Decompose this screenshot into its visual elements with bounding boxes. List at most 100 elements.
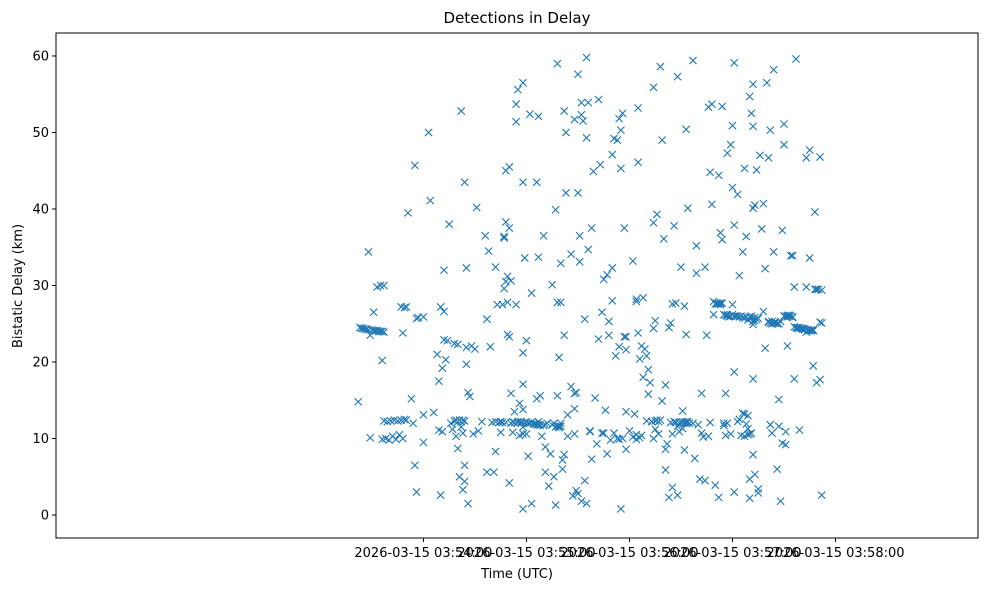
data-point — [369, 308, 378, 317]
data-point — [438, 427, 447, 436]
data-point — [572, 388, 581, 397]
data-point — [482, 315, 491, 324]
data-point — [489, 468, 498, 477]
data-point — [774, 422, 783, 431]
data-point — [507, 276, 515, 285]
data-point — [661, 380, 670, 389]
data-point — [400, 415, 409, 424]
data-point — [666, 319, 675, 327]
data-point — [733, 190, 742, 199]
data-point — [536, 391, 545, 400]
data-point — [587, 455, 596, 464]
data-point — [670, 417, 679, 426]
x-tick-label: 2026-03-15 03:54:00 — [354, 546, 492, 561]
data-point — [604, 331, 613, 340]
data-point — [501, 218, 510, 226]
data-point — [440, 266, 449, 275]
data-point — [460, 461, 469, 470]
data-point — [695, 475, 704, 484]
data-point — [500, 232, 509, 241]
data-point — [537, 432, 546, 441]
data-point — [534, 112, 543, 121]
data-point — [718, 102, 727, 111]
y-tick-label: 60 — [32, 49, 49, 64]
data-point — [616, 164, 625, 173]
data-point — [366, 433, 375, 442]
data-point — [570, 404, 579, 413]
data-point — [519, 78, 527, 87]
data-point — [522, 429, 531, 438]
y-tick-label: 10 — [32, 432, 49, 447]
data-point — [580, 315, 589, 324]
data-point — [735, 271, 744, 280]
data-point — [764, 153, 773, 162]
data-point — [759, 307, 768, 316]
data-point — [750, 201, 759, 210]
data-point — [757, 224, 766, 233]
data-point — [519, 429, 527, 438]
data-point — [816, 152, 825, 161]
data-point — [507, 389, 515, 398]
plot-area — [55, 32, 979, 539]
data-point — [616, 504, 625, 513]
data-point — [519, 178, 527, 187]
data-point — [587, 224, 596, 233]
data-point — [707, 100, 716, 109]
data-point — [398, 434, 407, 443]
data-point — [688, 419, 697, 428]
data-point — [441, 355, 450, 364]
data-point — [434, 377, 443, 386]
data-point — [573, 489, 582, 498]
data-point — [469, 429, 478, 438]
data-point — [491, 447, 500, 456]
data-point — [816, 375, 825, 384]
data-point — [491, 263, 500, 272]
data-point — [376, 281, 385, 290]
data-point — [462, 263, 471, 272]
data-point — [429, 408, 438, 417]
data-point — [673, 491, 682, 500]
data-point — [788, 313, 797, 322]
data-point — [599, 429, 608, 438]
data-point — [664, 323, 673, 332]
data-point — [743, 424, 752, 433]
data-point — [656, 416, 665, 425]
data-point — [622, 407, 631, 416]
data-point — [378, 327, 387, 336]
data-point — [364, 247, 373, 256]
data-series — [354, 53, 826, 513]
data-point — [460, 477, 469, 486]
data-point — [548, 280, 557, 289]
data-point — [481, 231, 490, 240]
data-point — [750, 470, 759, 479]
data-point — [591, 393, 600, 402]
data-point — [592, 439, 601, 448]
data-point — [649, 83, 658, 92]
data-point — [575, 231, 584, 240]
data-point — [639, 293, 648, 302]
data-point — [632, 297, 641, 306]
data-point — [512, 300, 521, 309]
data-point — [402, 302, 411, 311]
data-point — [398, 328, 407, 337]
data-point — [549, 472, 558, 481]
data-point — [577, 98, 586, 107]
data-point — [786, 251, 795, 260]
data-point — [817, 286, 826, 295]
data-point — [676, 263, 685, 272]
data-point — [532, 178, 541, 187]
data-point — [457, 423, 466, 432]
data-point — [573, 70, 582, 79]
data-point — [795, 426, 804, 435]
data-point — [718, 235, 727, 244]
data-point — [649, 324, 658, 333]
data-point — [658, 136, 667, 145]
data-point — [575, 257, 584, 266]
data-point — [704, 432, 713, 441]
data-point — [379, 281, 388, 290]
data-point — [723, 419, 732, 428]
data-point — [465, 392, 474, 401]
data-point — [438, 364, 447, 373]
data-point — [604, 317, 613, 326]
